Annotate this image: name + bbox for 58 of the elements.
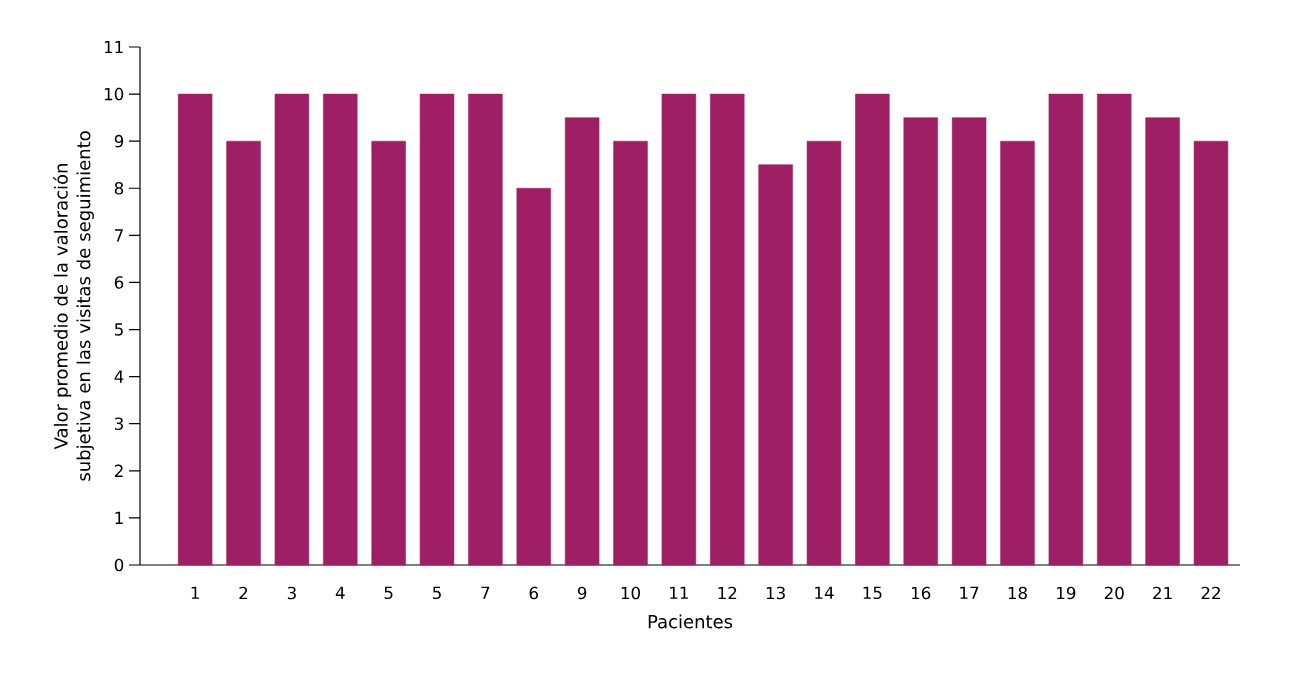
x-tick-label: 5 — [384, 586, 393, 600]
bar — [1193, 140, 1229, 566]
x-tick-label: 5 — [432, 586, 441, 600]
y-tick-label: 7 — [115, 229, 123, 242]
x-tick-label: 9 — [577, 586, 587, 600]
x-tick-label: 3 — [287, 586, 296, 600]
x-tick-label: 14 — [815, 586, 834, 599]
bar — [419, 93, 455, 566]
bar — [468, 93, 503, 566]
bar — [903, 117, 938, 566]
x-tick-label: 7 — [481, 586, 490, 599]
y-tick-label: 5 — [114, 323, 123, 336]
bar — [758, 164, 793, 566]
bar — [323, 93, 358, 566]
y-tick-label: 3 — [114, 417, 123, 431]
x-tick-label: 15 — [863, 586, 882, 600]
y-tick-label: 11 — [104, 40, 123, 54]
x-tick-label: 13 — [766, 586, 785, 600]
bar — [226, 140, 261, 566]
y-tick-label: 2 — [114, 464, 123, 477]
x-axis-title: Pacientes — [648, 614, 733, 629]
x-tick-label: 21 — [1153, 586, 1172, 600]
x-tick-label: 1 — [191, 586, 199, 599]
bar — [806, 140, 842, 566]
bar — [516, 187, 551, 566]
bar — [274, 93, 310, 566]
x-tick-label: 12 — [718, 586, 737, 600]
x-tick-label: 4 — [335, 586, 345, 599]
x-tick-label: 6 — [529, 586, 539, 600]
bar — [564, 117, 600, 566]
y-tick-label: 9 — [114, 134, 124, 148]
bar — [1097, 93, 1132, 566]
y-tick-label: 6 — [114, 276, 124, 289]
x-tick-label: 19 — [1057, 586, 1076, 600]
y-tick-label: 0 — [114, 558, 124, 572]
x-tick-label: 2 — [239, 586, 248, 600]
bar — [371, 140, 406, 566]
bar — [951, 117, 987, 566]
x-tick-label: 16 — [911, 586, 931, 600]
bar — [1145, 117, 1180, 566]
x-tick-label: 18 — [1008, 586, 1027, 600]
y-tick-label: 1 — [115, 511, 123, 524]
bar — [855, 93, 890, 566]
bar — [710, 93, 745, 566]
bar — [177, 93, 213, 566]
x-tick-label: 10 — [621, 586, 640, 600]
bar — [661, 93, 697, 566]
y-axis-title: Valor promedio de la valoración subjetiva en las visitas de seguimiento — [53, 131, 94, 481]
y-tick-label: 10 — [104, 87, 124, 101]
x-tick-label: 17 — [960, 586, 979, 599]
bar — [1048, 93, 1084, 566]
bar — [613, 140, 648, 566]
x-tick-label: 11 — [670, 586, 688, 599]
x-tick-label: 22 — [1201, 586, 1220, 600]
y-tick-label: 8 — [114, 181, 124, 195]
x-tick-label: 20 — [1104, 586, 1124, 600]
y-tick-label: 4 — [114, 370, 124, 383]
bar — [1000, 140, 1035, 566]
